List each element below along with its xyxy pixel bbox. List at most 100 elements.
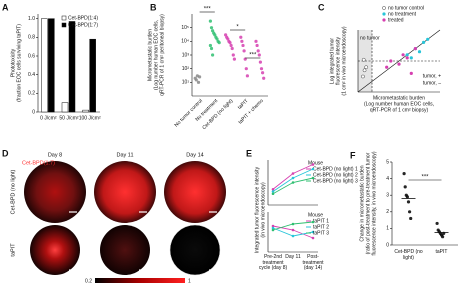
data-point xyxy=(405,56,409,60)
data-point xyxy=(271,190,275,193)
data-point xyxy=(435,221,439,226)
data-point xyxy=(243,57,247,61)
data-point xyxy=(361,74,365,79)
colorbar xyxy=(95,278,185,283)
overlay-label: Cet-BPD(1:7) xyxy=(22,160,55,166)
data-point xyxy=(231,53,235,57)
data-point xyxy=(215,37,219,41)
legend-swatch xyxy=(61,22,67,28)
data-point xyxy=(426,37,430,41)
data-point xyxy=(198,75,202,79)
y-tick-label: 0.6 xyxy=(28,53,35,59)
data-point xyxy=(239,35,243,39)
data-point xyxy=(232,57,236,61)
data-point xyxy=(361,57,366,62)
micrograph xyxy=(100,225,150,275)
data-point xyxy=(311,230,315,234)
y-axis-label: Phototoxicity xyxy=(10,48,16,77)
legend-label: Cet-BPD(1:7) xyxy=(68,22,98,28)
significance-label: * xyxy=(236,25,239,31)
y-axis-label: (ratio of post-treatment to pre-treatmen… xyxy=(365,152,371,254)
panel-letter: C xyxy=(318,2,325,12)
row-label: Cet-BPD (no light) xyxy=(10,170,16,215)
data-point xyxy=(271,187,275,191)
data-point xyxy=(259,67,264,71)
legend-label: Cet-BPD (no light) 1 xyxy=(313,166,358,172)
data-point xyxy=(208,19,212,23)
data-point xyxy=(291,176,295,180)
legend-label: Cet-BPD (no light) 2 xyxy=(313,172,358,178)
data-point xyxy=(311,176,315,180)
panel-letter: F xyxy=(350,150,356,160)
row-label: taPIT xyxy=(10,243,16,257)
fit-line xyxy=(357,29,441,93)
data-point xyxy=(291,222,295,226)
data-point xyxy=(271,224,275,228)
legend-swatch xyxy=(61,15,67,21)
data-point xyxy=(311,236,315,240)
bar xyxy=(89,38,96,113)
panel-letter: E xyxy=(246,148,252,158)
significance-label: *** xyxy=(249,53,257,59)
legend-swatch xyxy=(382,6,386,10)
panel-letter: B xyxy=(150,2,157,12)
data-point xyxy=(362,68,367,73)
y-axis-label: fluorescence intensity xyxy=(335,36,341,85)
colorbar-label: 0.2 xyxy=(85,278,92,284)
data-point xyxy=(409,56,413,60)
bar xyxy=(48,18,55,113)
y-axis-label: Integrated tumor fluorescence intensity xyxy=(254,166,260,253)
data-point xyxy=(409,216,413,221)
annotation: tumor, + xyxy=(423,73,441,79)
data-point xyxy=(291,234,295,238)
legend-label: no treatment xyxy=(388,11,417,17)
y-tick-label: 3 xyxy=(386,193,389,199)
data-point xyxy=(271,192,275,196)
data-point xyxy=(401,53,405,57)
data-point xyxy=(217,41,221,45)
legend-title: Mouse xyxy=(308,212,323,218)
annotation: no tumor xyxy=(360,35,380,41)
data-point xyxy=(211,29,215,33)
micrograph xyxy=(164,161,226,223)
y-tick-label: 0.4 xyxy=(28,72,35,78)
series-line xyxy=(272,177,314,195)
data-point xyxy=(254,39,258,43)
data-point xyxy=(413,47,417,51)
micrograph xyxy=(169,224,221,276)
y-axis-label: (1 cm² in vivo microendoscopy) xyxy=(341,26,347,96)
data-point xyxy=(230,46,234,51)
data-point xyxy=(385,65,389,69)
y-tick-label: 0 xyxy=(32,109,35,115)
y-tick-label: 10⁴ xyxy=(181,39,189,45)
legend-label: taPIT 2 xyxy=(313,224,329,230)
data-point xyxy=(213,33,217,37)
data-point xyxy=(208,43,212,48)
data-point xyxy=(271,226,275,230)
column-label: Day 11 xyxy=(116,152,133,158)
data-point xyxy=(409,71,413,75)
y-tick-label: 0.8 xyxy=(28,35,35,41)
y-axis-label: fluorescence intensity, in vivo microend… xyxy=(371,151,377,255)
data-point xyxy=(242,49,246,53)
data-point xyxy=(211,53,215,57)
data-point xyxy=(417,50,422,54)
x-axis-label: qRT-PCR of 1 cm² biopsy) xyxy=(370,107,429,113)
data-point xyxy=(291,172,295,175)
x-tick-label: taPIT xyxy=(237,98,250,111)
data-point xyxy=(441,235,445,239)
significance-label: *** xyxy=(204,7,212,13)
x-tick-label: Day 11 xyxy=(285,254,301,260)
colorbar-label: 1 xyxy=(188,278,191,284)
data-point xyxy=(228,41,232,45)
y-axis-label: qRT-PCR of 1 cm² peritoneal biopsy) xyxy=(159,14,165,96)
bar xyxy=(61,102,69,113)
y-tick-label: 1 xyxy=(386,226,389,232)
legend-label: taPIT 3 xyxy=(313,230,329,236)
data-point xyxy=(271,228,275,232)
data-point xyxy=(291,181,295,184)
data-point xyxy=(209,46,214,51)
y-tick-label: 2 xyxy=(386,209,389,215)
